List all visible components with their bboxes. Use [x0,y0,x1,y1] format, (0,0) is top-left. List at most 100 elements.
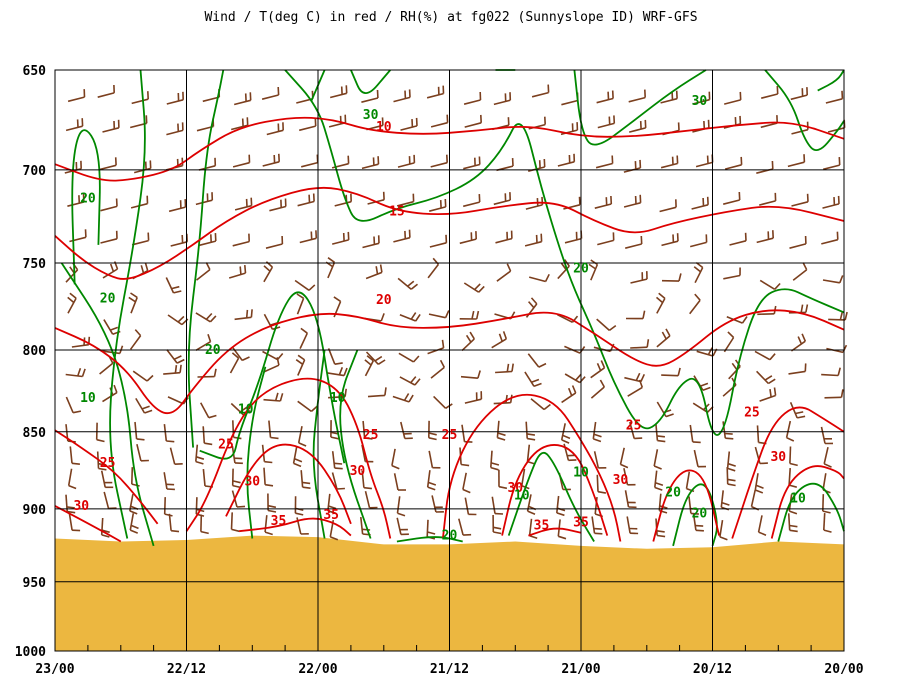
wind-barb [464,114,482,128]
wind-barb [362,235,380,249]
wind-barb [200,514,209,535]
wind-barb [723,331,735,353]
wind-barb [564,230,583,244]
wind-barb [561,385,577,404]
wind-barb [428,420,437,441]
temperature-contour-line [528,527,582,537]
wind-barb [170,233,188,247]
wind-barb [231,117,249,131]
wind-barb [557,153,576,167]
wind-barb [759,279,781,290]
wind-barb [820,426,834,445]
wind-barb [396,193,415,207]
wind-barb [299,230,318,244]
wind-barb [563,196,581,210]
rh-contour-line [60,262,155,547]
wind-barb [464,497,477,516]
wind-barb [790,87,808,101]
temperature-contour-line [770,465,845,539]
wind-barb [696,347,718,357]
wind-barb [757,515,767,536]
wind-barb [331,451,343,470]
rh-contour-line [71,129,101,285]
rh-label: 10 [790,491,806,506]
x-tick-label: 23/00 [35,662,74,677]
wind-barb [426,85,445,99]
rh-contour-line [312,349,326,539]
wind-barb [195,312,217,323]
wind-barb [365,264,383,280]
x-tick-label: 20/00 [824,662,863,677]
wind-barb [689,293,701,315]
wind-barb [163,364,182,375]
wind-barb [496,158,514,172]
wind-barb [661,273,682,282]
rh-contour-line [339,349,372,539]
wind-barb [596,318,617,332]
wind-barb [626,516,639,535]
wind-barb [129,513,139,534]
temperature-label: 30 [244,475,260,490]
wind-barb [393,229,411,243]
wind-barb [267,493,277,513]
wind-barb [103,491,117,510]
wind-barb [398,352,420,363]
wind-barb [459,447,470,467]
wind-barb [760,115,778,129]
wind-barb [128,292,138,314]
x-tick-label: 22/12 [167,662,206,677]
wind-barb [99,157,117,171]
rh-contour-line [187,69,225,448]
wind-barb [788,468,798,488]
wind-barb [495,363,514,374]
wind-barb [428,310,450,319]
wind-barb [327,348,343,365]
wind-barb [789,401,806,419]
rh-contour-line [573,69,707,146]
y-tick-label: 950 [23,576,47,591]
wind-barb [591,516,603,535]
temperature-label: 25 [218,437,234,452]
wind-barb [263,357,280,373]
wind-barb [729,232,747,246]
wind-barb [393,473,406,491]
wind-barb [692,402,714,413]
wind-barb [327,367,348,377]
wind-barb [67,292,77,314]
wind-barb [428,198,447,212]
wind-barb [262,350,284,361]
wind-barb [754,350,776,361]
wind-barb [719,519,728,541]
wind-barb [397,154,416,168]
wind-barb [530,398,551,411]
rh-contour-line [777,482,845,542]
wind-barb [661,233,679,247]
wind-barb [168,513,180,533]
wind-barb [100,517,110,538]
wind-barb [463,282,485,293]
wind-barb [460,370,481,379]
wind-barb [269,198,287,212]
wind-barb [299,118,317,132]
wind-barb [723,267,741,280]
wind-barb [722,421,734,440]
wind-barb [166,91,184,105]
wind-barb [102,119,120,133]
wind-barb [397,277,418,290]
wind-barb [791,193,809,207]
wind-barb [656,328,671,348]
wind-barb [399,376,421,386]
temperature-label: 20 [376,293,392,308]
wind-barb [299,327,309,349]
wind-barb [524,371,542,388]
y-tick-label: 1000 [15,645,46,660]
wind-barb [825,90,844,104]
temperature-label: 25 [442,428,458,443]
wind-barb [561,92,579,106]
wind-barb [464,391,483,404]
wind-barb [625,235,643,249]
rh-label: 10 [80,391,96,406]
wind-barb [131,91,149,105]
wind-barb [294,496,304,516]
wind-barb [427,339,445,355]
